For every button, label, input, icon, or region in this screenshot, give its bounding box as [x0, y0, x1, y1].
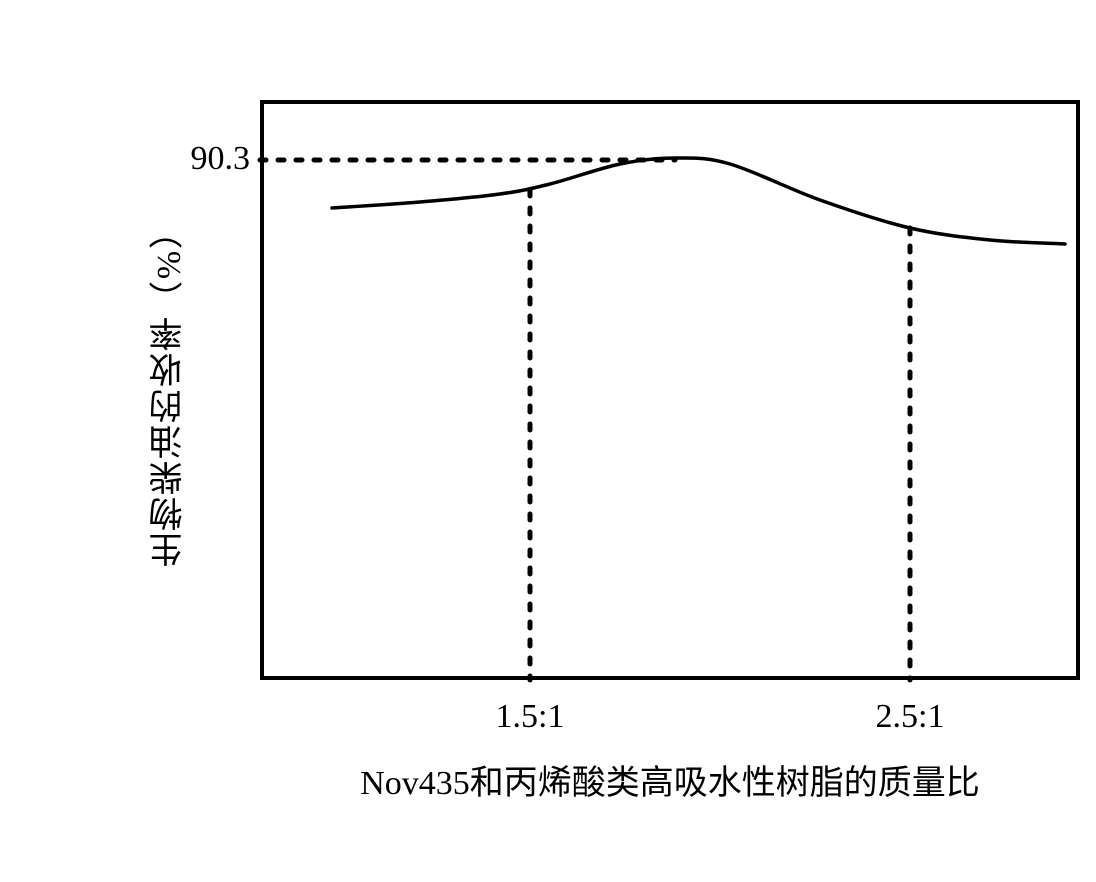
- chart-container: 90.3 1.5:1 2.5:1 生物柴油的收率（%） Nov435和丙烯酸类高…: [120, 60, 1020, 760]
- x-tick-label-1: 2.5:1: [876, 698, 945, 736]
- x-axis-label: Nov435和丙烯酸类高吸水性树脂的质量比: [360, 755, 980, 804]
- x-tick-label-0: 1.5:1: [496, 698, 565, 736]
- y-axis-label: 生物柴油的收率（%）: [145, 213, 194, 567]
- chart-svg: [120, 60, 1096, 720]
- y-tick-label: 90.3: [165, 140, 250, 178]
